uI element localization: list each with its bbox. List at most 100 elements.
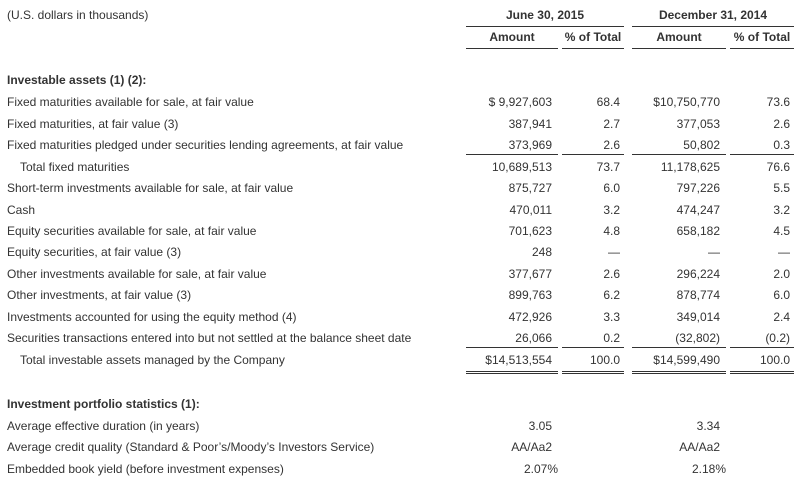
row-label: Average effective duration (in years): [7, 419, 200, 433]
table-row: Other investments available for sale, at…: [0, 266, 800, 287]
amount-2014: 658,182: [676, 224, 720, 238]
double-rule: [562, 371, 624, 374]
col-pct-2: % of Total: [733, 30, 791, 44]
value-2014: 2.18%: [691, 462, 726, 476]
subtotal-rule: [632, 154, 726, 155]
row-label: Fixed maturities, at fair value (3): [7, 117, 179, 131]
amount-2014: 296,224: [676, 267, 720, 281]
pct-2015: 4.8: [603, 224, 620, 238]
row-label: Equity securities available for sale, at…: [7, 224, 257, 238]
row-label: Total fixed maturities: [20, 160, 130, 174]
pct-2014: —: [778, 245, 790, 259]
table-row: Securities transactions entered into but…: [0, 330, 800, 351]
amount-2015: $14,513,554: [485, 353, 552, 367]
double-rule: [632, 371, 726, 374]
table-row: Fixed maturities pledged under securitie…: [0, 137, 800, 158]
pct-2014: (0.2): [765, 331, 790, 345]
table-row: Average effective duration (in years) 3.…: [0, 418, 800, 439]
amount-2015: 899,763: [508, 288, 552, 302]
table-row: Cash 470,011 3.2 474,247 3.2: [0, 202, 800, 223]
amount-2015: 701,623: [508, 224, 552, 238]
pct-2015: 6.2: [603, 288, 620, 302]
amount-2014: 50,802: [683, 138, 720, 152]
pct-2014: 3.2: [773, 203, 790, 217]
period1-header: June 30, 2015: [505, 8, 585, 22]
pct-2015: 100.0: [589, 353, 620, 367]
pct-2015: 3.2: [603, 203, 620, 217]
pct-2015: 2.7: [603, 117, 620, 131]
table-row: Short-term investments available for sal…: [0, 180, 800, 201]
table-row-total-fixed: Total fixed maturities 10,689,513 73.7 1…: [0, 159, 800, 180]
amount-2014: 474,247: [676, 203, 720, 217]
value-2014: AA/Aa2: [679, 440, 720, 454]
table-row: Equity securities, at fair value (3) 248…: [0, 244, 800, 265]
col-pct-1-rule: [562, 48, 624, 49]
value-2014: 3.34: [696, 419, 720, 433]
subtotal-rule: [730, 154, 794, 155]
table-row: Other investments, at fair value (3) 899…: [0, 287, 800, 308]
amount-2015: 875,727: [508, 181, 552, 195]
row-label: Fixed maturities pledged under securitie…: [7, 138, 404, 152]
pct-2014: 5.5: [773, 181, 790, 195]
total-rule: [632, 347, 726, 348]
pct-2015: 68.4: [596, 95, 620, 109]
double-rule: [466, 371, 558, 374]
amount-2015: 387,941: [508, 117, 552, 131]
amount-2015: $ 9,927,603: [488, 95, 552, 109]
value-2015: 3.05: [528, 419, 552, 433]
amount-2015: 26,066: [515, 331, 552, 345]
pct-2014: 2.6: [773, 117, 790, 131]
row-label: Average credit quality (Standard & Poor’…: [7, 440, 375, 454]
table-row: Equity securities available for sale, at…: [0, 223, 800, 244]
pct-2014: 76.6: [766, 160, 790, 174]
amount-2015: 10,689,513: [491, 160, 552, 174]
double-rule: [730, 371, 794, 374]
amount-2015: 248: [531, 245, 552, 259]
row-label: Cash: [7, 203, 36, 217]
col-amount-1: Amount: [489, 30, 535, 44]
amount-2014: 797,226: [676, 181, 720, 195]
col-amount-1-rule: [466, 48, 558, 49]
col-amount-2-rule: [632, 48, 726, 49]
amount-2015: 373,969: [508, 138, 552, 152]
amount-2014: 878,774: [676, 288, 720, 302]
col-pct-1: % of Total: [564, 30, 622, 44]
subtotal-rule: [466, 154, 558, 155]
pct-2014: 4.5: [773, 224, 790, 238]
value-2015: 2.07%: [523, 462, 558, 476]
pct-2014: 0.3: [773, 138, 790, 152]
amount-2014: 11,178,625: [660, 160, 720, 174]
pct-2014: 2.4: [773, 310, 790, 324]
row-label: Total investable assets managed by the C…: [20, 353, 285, 367]
total-rule: [562, 347, 624, 348]
row-label: Equity securities, at fair value (3): [7, 245, 182, 259]
pct-2014: 100.0: [759, 353, 790, 367]
amount-2014: (32,802): [675, 331, 720, 345]
row-label: Embedded book yield (before investment e…: [7, 462, 284, 476]
amount-2015: 377,677: [508, 267, 552, 281]
table-row: Average credit quality (Standard & Poor’…: [0, 439, 800, 460]
section-title-portfolio-stats: Investment portfolio statistics (1):: [7, 397, 200, 411]
table-row: Investments accounted for using the equi…: [0, 309, 800, 330]
pct-2015: 3.3: [603, 310, 620, 324]
table-row: Embedded book yield (before investment e…: [0, 461, 800, 482]
pct-2015: 0.2: [603, 331, 620, 345]
pct-2015: 6.0: [603, 181, 620, 195]
row-label: Other investments available for sale, at…: [7, 267, 267, 281]
amount-2014: 377,053: [676, 117, 720, 131]
table-row: Fixed maturities, at fair value (3) 387,…: [0, 116, 800, 137]
col-amount-2: Amount: [656, 30, 702, 44]
pct-2015: —: [608, 245, 620, 259]
row-label: Securities transactions entered into but…: [7, 331, 412, 345]
period2-rule: [632, 26, 794, 27]
amount-2014: 349,014: [676, 310, 720, 324]
row-label: Investments accounted for using the equi…: [7, 310, 297, 324]
col-pct-2-rule: [730, 48, 794, 49]
amount-2015: 472,926: [508, 310, 552, 324]
pct-2015: 2.6: [603, 138, 620, 152]
table-row-grand-total: Total investable assets managed by the C…: [0, 352, 800, 373]
total-rule: [730, 347, 794, 348]
amount-2014: —: [708, 245, 720, 259]
value-2015: AA/Aa2: [511, 440, 552, 454]
